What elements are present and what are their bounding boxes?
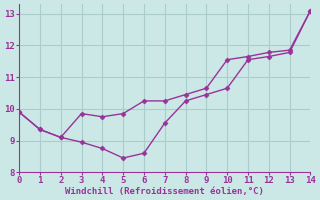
X-axis label: Windchill (Refroidissement éolien,°C): Windchill (Refroidissement éolien,°C): [65, 187, 264, 196]
